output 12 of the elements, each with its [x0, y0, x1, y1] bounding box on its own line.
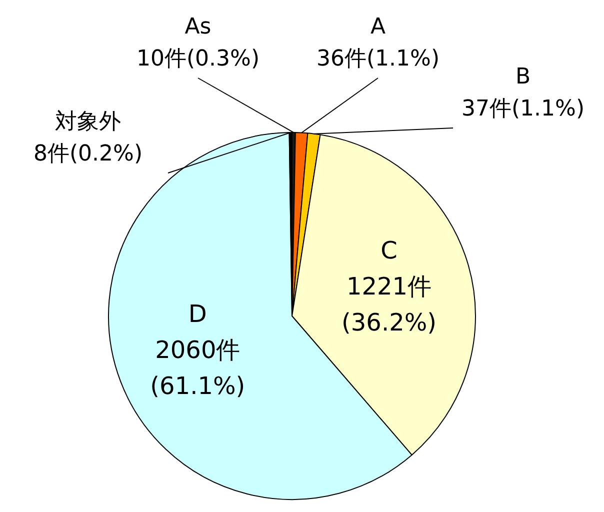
slice-label: C [380, 236, 398, 264]
slice-label: 対象外 [55, 110, 121, 135]
data-label: 10件(0.3%) [136, 46, 260, 72]
data-label: 1221件(36.2%) [342, 272, 437, 336]
slice-label: B [515, 64, 531, 90]
data-label: 36件(1.1%) [316, 46, 440, 72]
data-label: 37件(1.1%) [461, 96, 585, 122]
slice-label: As [184, 14, 212, 40]
slice-label: D [188, 300, 207, 328]
slice-label: A [370, 14, 386, 40]
data-label: 2060件(61.1%) [150, 336, 246, 400]
data-label: 8件(0.2%) [33, 142, 143, 167]
